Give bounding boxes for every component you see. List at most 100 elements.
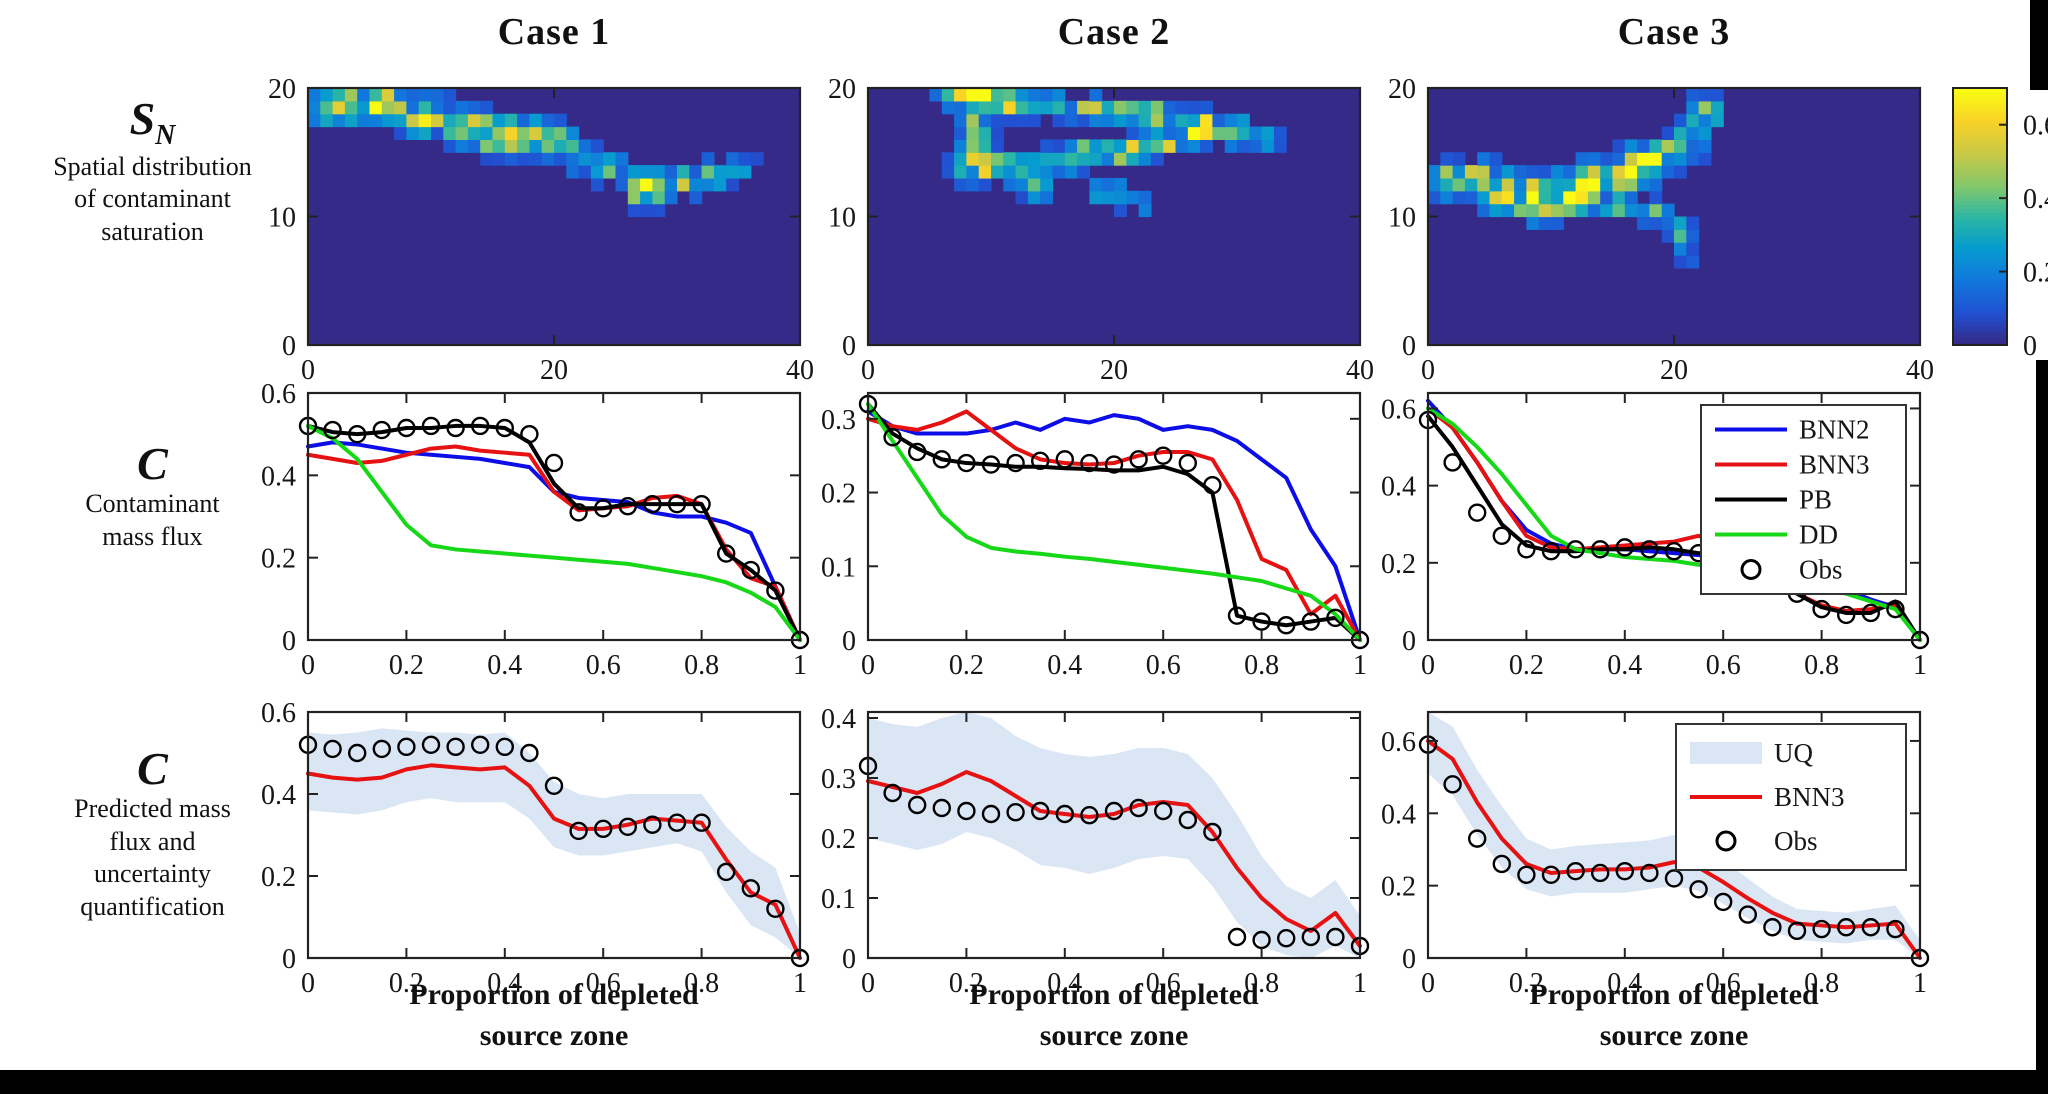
svg-text:0: 0 [301,355,315,386]
obs-marker [766,581,785,600]
legend-label: UQ [1774,738,1813,768]
obs-marker [1492,526,1512,545]
svg-text:0: 0 [1421,650,1435,681]
obs-marker [1104,801,1124,821]
obs-marker [1277,928,1296,948]
uq-band [308,728,800,958]
svg-text:0.2: 0.2 [261,862,296,893]
obs-marker [446,737,465,757]
obs-marker [1301,612,1320,631]
svg-text:0: 0 [301,650,315,681]
svg-text:0.6: 0.6 [1706,650,1741,681]
obs-marker [1227,606,1247,625]
obs-marker [618,817,637,837]
obs-marker [397,418,416,438]
svg-text:0.4: 0.4 [487,968,522,999]
series-bnn3 [866,770,1362,948]
svg-text:20: 20 [1100,355,1128,386]
svg-text:0.2: 0.2 [949,968,984,999]
obs-marker [1689,880,1708,899]
row3-label: C Predicted mass flux and uncertainty qu… [10,744,295,923]
obs-marker [1154,801,1173,821]
obs-marker [1030,801,1050,821]
series-pb [306,423,802,642]
row3-desc: Predicted mass flux and uncertainty quan… [74,794,231,921]
svg-text:0.2: 0.2 [1381,549,1416,580]
svg-text:0: 0 [282,944,296,975]
obs-marker [1566,540,1585,559]
svg-text:0.6: 0.6 [586,650,621,681]
obs-marker [932,798,952,818]
colorbar-tick-label: 0.2 [2023,258,2048,289]
colorbar-tick-label: 0.4 [2023,184,2048,215]
obs-marker [1104,455,1124,474]
obs-marker [1326,608,1345,628]
obs-marker [1664,869,1684,888]
obs-marker [1055,450,1075,469]
obs-marker [981,804,1001,824]
svg-text:0.4: 0.4 [1607,650,1642,681]
obs-marker [1886,919,1905,939]
obs-marker [1541,542,1561,561]
chart-svg-r2c2: 0 0.2 0.4 0.6 0.8 1 0 0.1 0.2 0.3 [821,391,1370,681]
series-bnn3 [306,763,802,960]
chart-svg-r2c1: 0 0.2 0.4 0.6 0.8 1 0 0.2 0.4 0.6 [261,379,810,681]
obs-marker [470,416,490,436]
legend: UQ BNN3 Obs [1675,723,1907,871]
svg-text:0: 0 [861,650,875,681]
obs-marker [1252,612,1271,631]
svg-text:0: 0 [861,355,875,386]
legend-label: PB [1799,485,1832,515]
obs-marker [1129,450,1148,469]
obs-marker [495,418,515,438]
svg-text:0.2: 0.2 [261,544,296,575]
massflux-chart-case1: 0 0.2 0.4 0.6 0.8 1 0 0.2 0.4 0.6 [261,379,810,681]
series-bnn3 [306,444,802,642]
obs-marker [957,801,976,821]
obs-marker [1615,538,1635,557]
obs-marker [1837,605,1856,625]
obs-marker [1640,863,1659,883]
svg-text:0.8: 0.8 [1244,968,1279,999]
obs-marker [1277,616,1296,635]
obs-marker [1326,927,1345,947]
svg-text:20: 20 [1388,74,1416,105]
obs-marker [1640,540,1659,559]
svg-text:1: 1 [1353,650,1367,681]
obs-marker [1301,927,1320,947]
svg-text:0.2: 0.2 [1381,872,1416,903]
series-dd [866,402,1362,642]
obs-marker [908,442,927,462]
row2-desc: Contaminant mass flux [85,489,220,551]
obs-marker [1492,854,1512,874]
svg-text:20: 20 [268,74,296,105]
massflux-chart-case3: 0 0.2 0.4 0.6 0.8 1 0 0.2 0.4 0.6 BNN2 BNN3 PB DD Obs [1381,391,1930,681]
svg-text:0.8: 0.8 [684,968,719,999]
svg-text:0.2: 0.2 [949,650,984,681]
obs-marker [1517,865,1536,884]
obs-marker [1738,905,1757,924]
row2-label: C Contaminant mass flux [10,438,295,553]
obs-marker [667,813,687,832]
row2-symbol: C [137,438,168,489]
obs-marker [348,424,367,444]
colorbar-tick-label: 0.6 [2023,111,2048,142]
obs-marker [643,815,662,834]
svg-text:0: 0 [842,626,856,657]
colorbar: 0 0.2 0.4 0.6 [1952,87,2048,362]
obs-marker [692,813,711,832]
obs-marker [520,743,539,763]
svg-text:0.6: 0.6 [1146,650,1181,681]
obs-marker [544,453,564,473]
svg-text:0.1: 0.1 [821,884,856,915]
uq-band [868,712,1360,958]
obs-marker [1154,446,1173,465]
legend-label: BNN2 [1799,415,1870,445]
heatmap-case3: 0 20 40 0 10 20 [1388,74,1934,386]
heatmap-svg-r1c3: 0 20 40 0 10 20 [1388,74,1934,386]
obs-marker [446,418,465,438]
legend-label: Obs [1774,826,1818,856]
svg-text:0.2: 0.2 [1509,968,1544,999]
obs-marker [1468,503,1487,522]
